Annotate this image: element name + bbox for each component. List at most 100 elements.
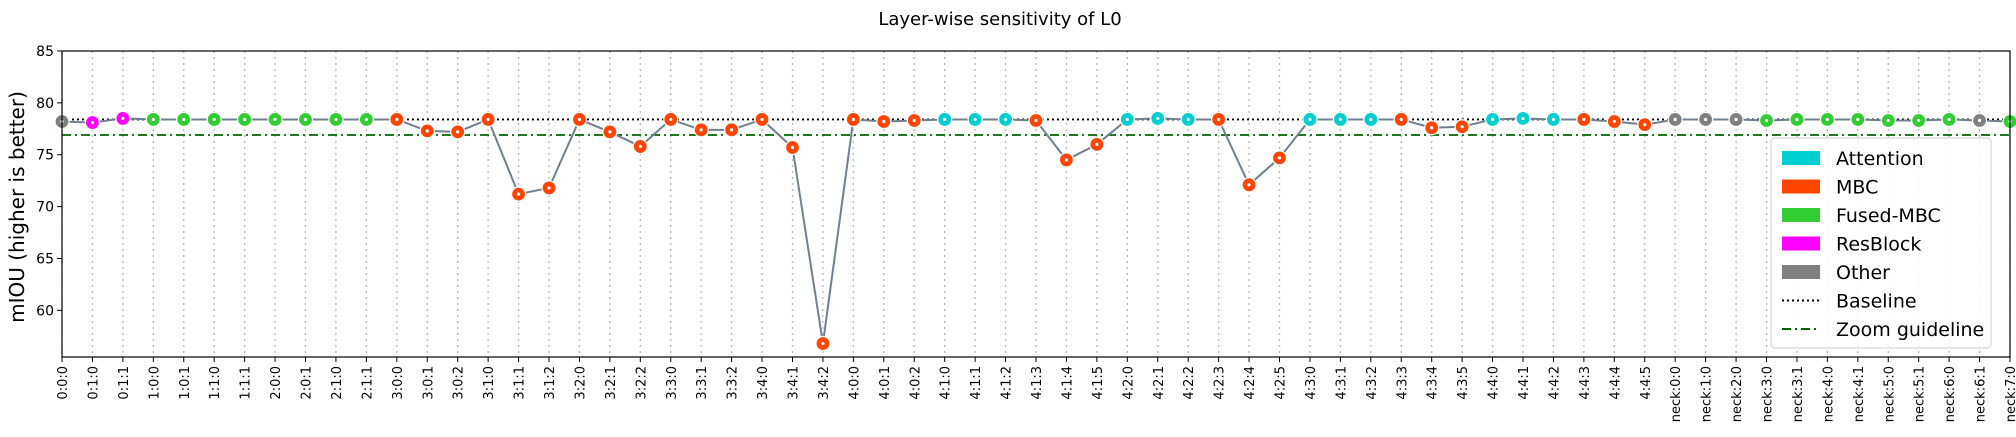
legend-swatch <box>1782 265 1820 279</box>
data-point-center <box>182 117 186 122</box>
x-tick-label: 4:1:2 <box>1000 366 1015 400</box>
x-tick-label: 4:0:2 <box>908 366 923 400</box>
x-tick-label: neck:2:0 <box>1730 366 1745 422</box>
data-point-center <box>1886 118 1890 123</box>
data-point-center <box>1247 183 1251 187</box>
axes: 60 65 70 75 80 85 0:0:0 0:1:0 0:1:1 1:0:0 1:0:1 1:1… <box>36 44 2016 422</box>
data-point-center <box>1947 117 1951 122</box>
x-tick-label: 3:4:0 <box>756 366 771 400</box>
data-point-center <box>760 117 764 122</box>
data-point-center <box>1430 126 1434 130</box>
x-tick-label: neck:6:1 <box>1974 366 1989 422</box>
data-point-center <box>790 145 795 150</box>
legend-label: Zoom guideline <box>1836 319 1984 341</box>
x-tick-label: 2:1:0 <box>330 366 345 400</box>
data-point-center <box>1673 117 1677 122</box>
y-tick-label: 80 <box>36 96 54 112</box>
x-tick-label: 4:2:1 <box>1152 366 1167 400</box>
x-tick-label: 4:4:2 <box>1547 366 1562 400</box>
data-point-center <box>1856 117 1860 122</box>
x-tick-label: neck:5:1 <box>1913 366 1928 422</box>
data-point-center <box>1551 117 1556 122</box>
y-tick-label: 70 <box>36 200 54 216</box>
x-tick-label: 4:2:2 <box>1182 366 1197 400</box>
legend-swatch <box>1782 179 1820 194</box>
data-point-center <box>212 117 216 122</box>
data-point-center <box>1125 117 1129 122</box>
data-point-center <box>1034 118 1038 123</box>
x-tick-label: 4:2:0 <box>1121 366 1136 400</box>
x-tick-label: 4:2:4 <box>1243 366 1258 400</box>
x-tick-label: 3:2:0 <box>573 366 588 400</box>
data-point-center <box>273 117 277 122</box>
data-point-center <box>1643 123 1647 127</box>
x-tick-label: 3:3:1 <box>695 366 710 400</box>
y-tick-label: 75 <box>36 148 54 164</box>
legend-swatch <box>1782 236 1820 251</box>
x-tick-label: 4:4:0 <box>1487 366 1502 400</box>
x-tick-label: 3:1:2 <box>543 366 558 400</box>
y-axis-label: mIOU (higher is better) <box>5 91 29 323</box>
x-tick-label: 3:0:2 <box>452 366 467 400</box>
x-tick-label: neck:7:0 <box>2004 366 2016 422</box>
data-point-center <box>1277 156 1282 160</box>
data-point-center <box>699 128 703 132</box>
legend-swatch <box>1782 208 1820 222</box>
data-point-center <box>608 130 612 134</box>
x-tick-label: 3:0:1 <box>421 366 436 400</box>
legend-label: MBC <box>1836 177 1878 199</box>
data-point-center <box>1582 117 1586 122</box>
x-tick-label: 2:0:1 <box>300 366 315 400</box>
x-tick-label: 3:3:2 <box>726 366 741 400</box>
legend-label: ResBlock <box>1836 234 1921 256</box>
y-tick-label: 60 <box>36 303 54 319</box>
x-tick-label: neck:3:1 <box>1791 366 1806 422</box>
x-tick-label: 1:0:0 <box>147 366 162 400</box>
data-point-center <box>1003 117 1008 122</box>
data-point-center <box>1612 119 1616 124</box>
data-point-center <box>1369 117 1373 122</box>
x-tick-label: neck:4:1 <box>1852 366 1867 422</box>
x-tick-label: 4:3:1 <box>1334 366 1349 400</box>
x-tick-label: 4:3:2 <box>1365 366 1380 400</box>
x-tick-label: 3:4:1 <box>787 366 802 400</box>
data-point-center <box>395 117 399 122</box>
data-point-center <box>334 117 338 122</box>
x-tick-label: 4:1:1 <box>969 366 984 400</box>
data-point-center <box>1308 117 1312 122</box>
legend: Attention MBC Fused-MBC ResBlock Other Baseli… <box>1770 137 1992 349</box>
x-tick-label: 3:2:2 <box>634 366 649 400</box>
y-tick-label: 85 <box>36 44 54 60</box>
data-point-center <box>547 186 551 190</box>
data-point-center <box>851 117 855 122</box>
data-point-center <box>1217 117 1221 122</box>
data-point-center <box>1460 125 1464 129</box>
legend-label: Attention <box>1836 148 1924 170</box>
x-tick-label: neck:1:0 <box>1700 366 1715 422</box>
x-tick-label: 4:1:3 <box>1030 366 1045 400</box>
data-point-center <box>1338 117 1342 122</box>
x-tick-label: neck:4:0 <box>1821 366 1836 422</box>
data-point-center <box>730 128 734 132</box>
x-tick-label: 4:1:4 <box>1060 366 1075 400</box>
data-point-center <box>456 130 460 134</box>
x-gridlines <box>61 51 2011 357</box>
reference-lines <box>62 118 2010 136</box>
data-point-center <box>638 144 642 149</box>
x-tick-label: 1:1:0 <box>208 366 223 400</box>
plot-frame <box>61 50 2011 358</box>
data-point-center <box>577 117 582 122</box>
data-point-center <box>912 118 916 123</box>
data-point-center <box>943 117 947 122</box>
data-point-center <box>425 129 429 133</box>
data-point-center <box>669 117 673 122</box>
data-point-center <box>1734 117 1738 122</box>
x-tick-label: 4:3:3 <box>1395 366 1410 400</box>
x-tick-label: 3:1:1 <box>513 366 528 400</box>
x-tick-label: 4:3:5 <box>1456 366 1471 400</box>
x-tick-label: 4:4:4 <box>1608 366 1623 400</box>
x-tick-label: 4:2:3 <box>1213 366 1228 400</box>
data-point-center <box>1399 117 1403 122</box>
x-tick-label: 3:3:0 <box>665 366 680 400</box>
